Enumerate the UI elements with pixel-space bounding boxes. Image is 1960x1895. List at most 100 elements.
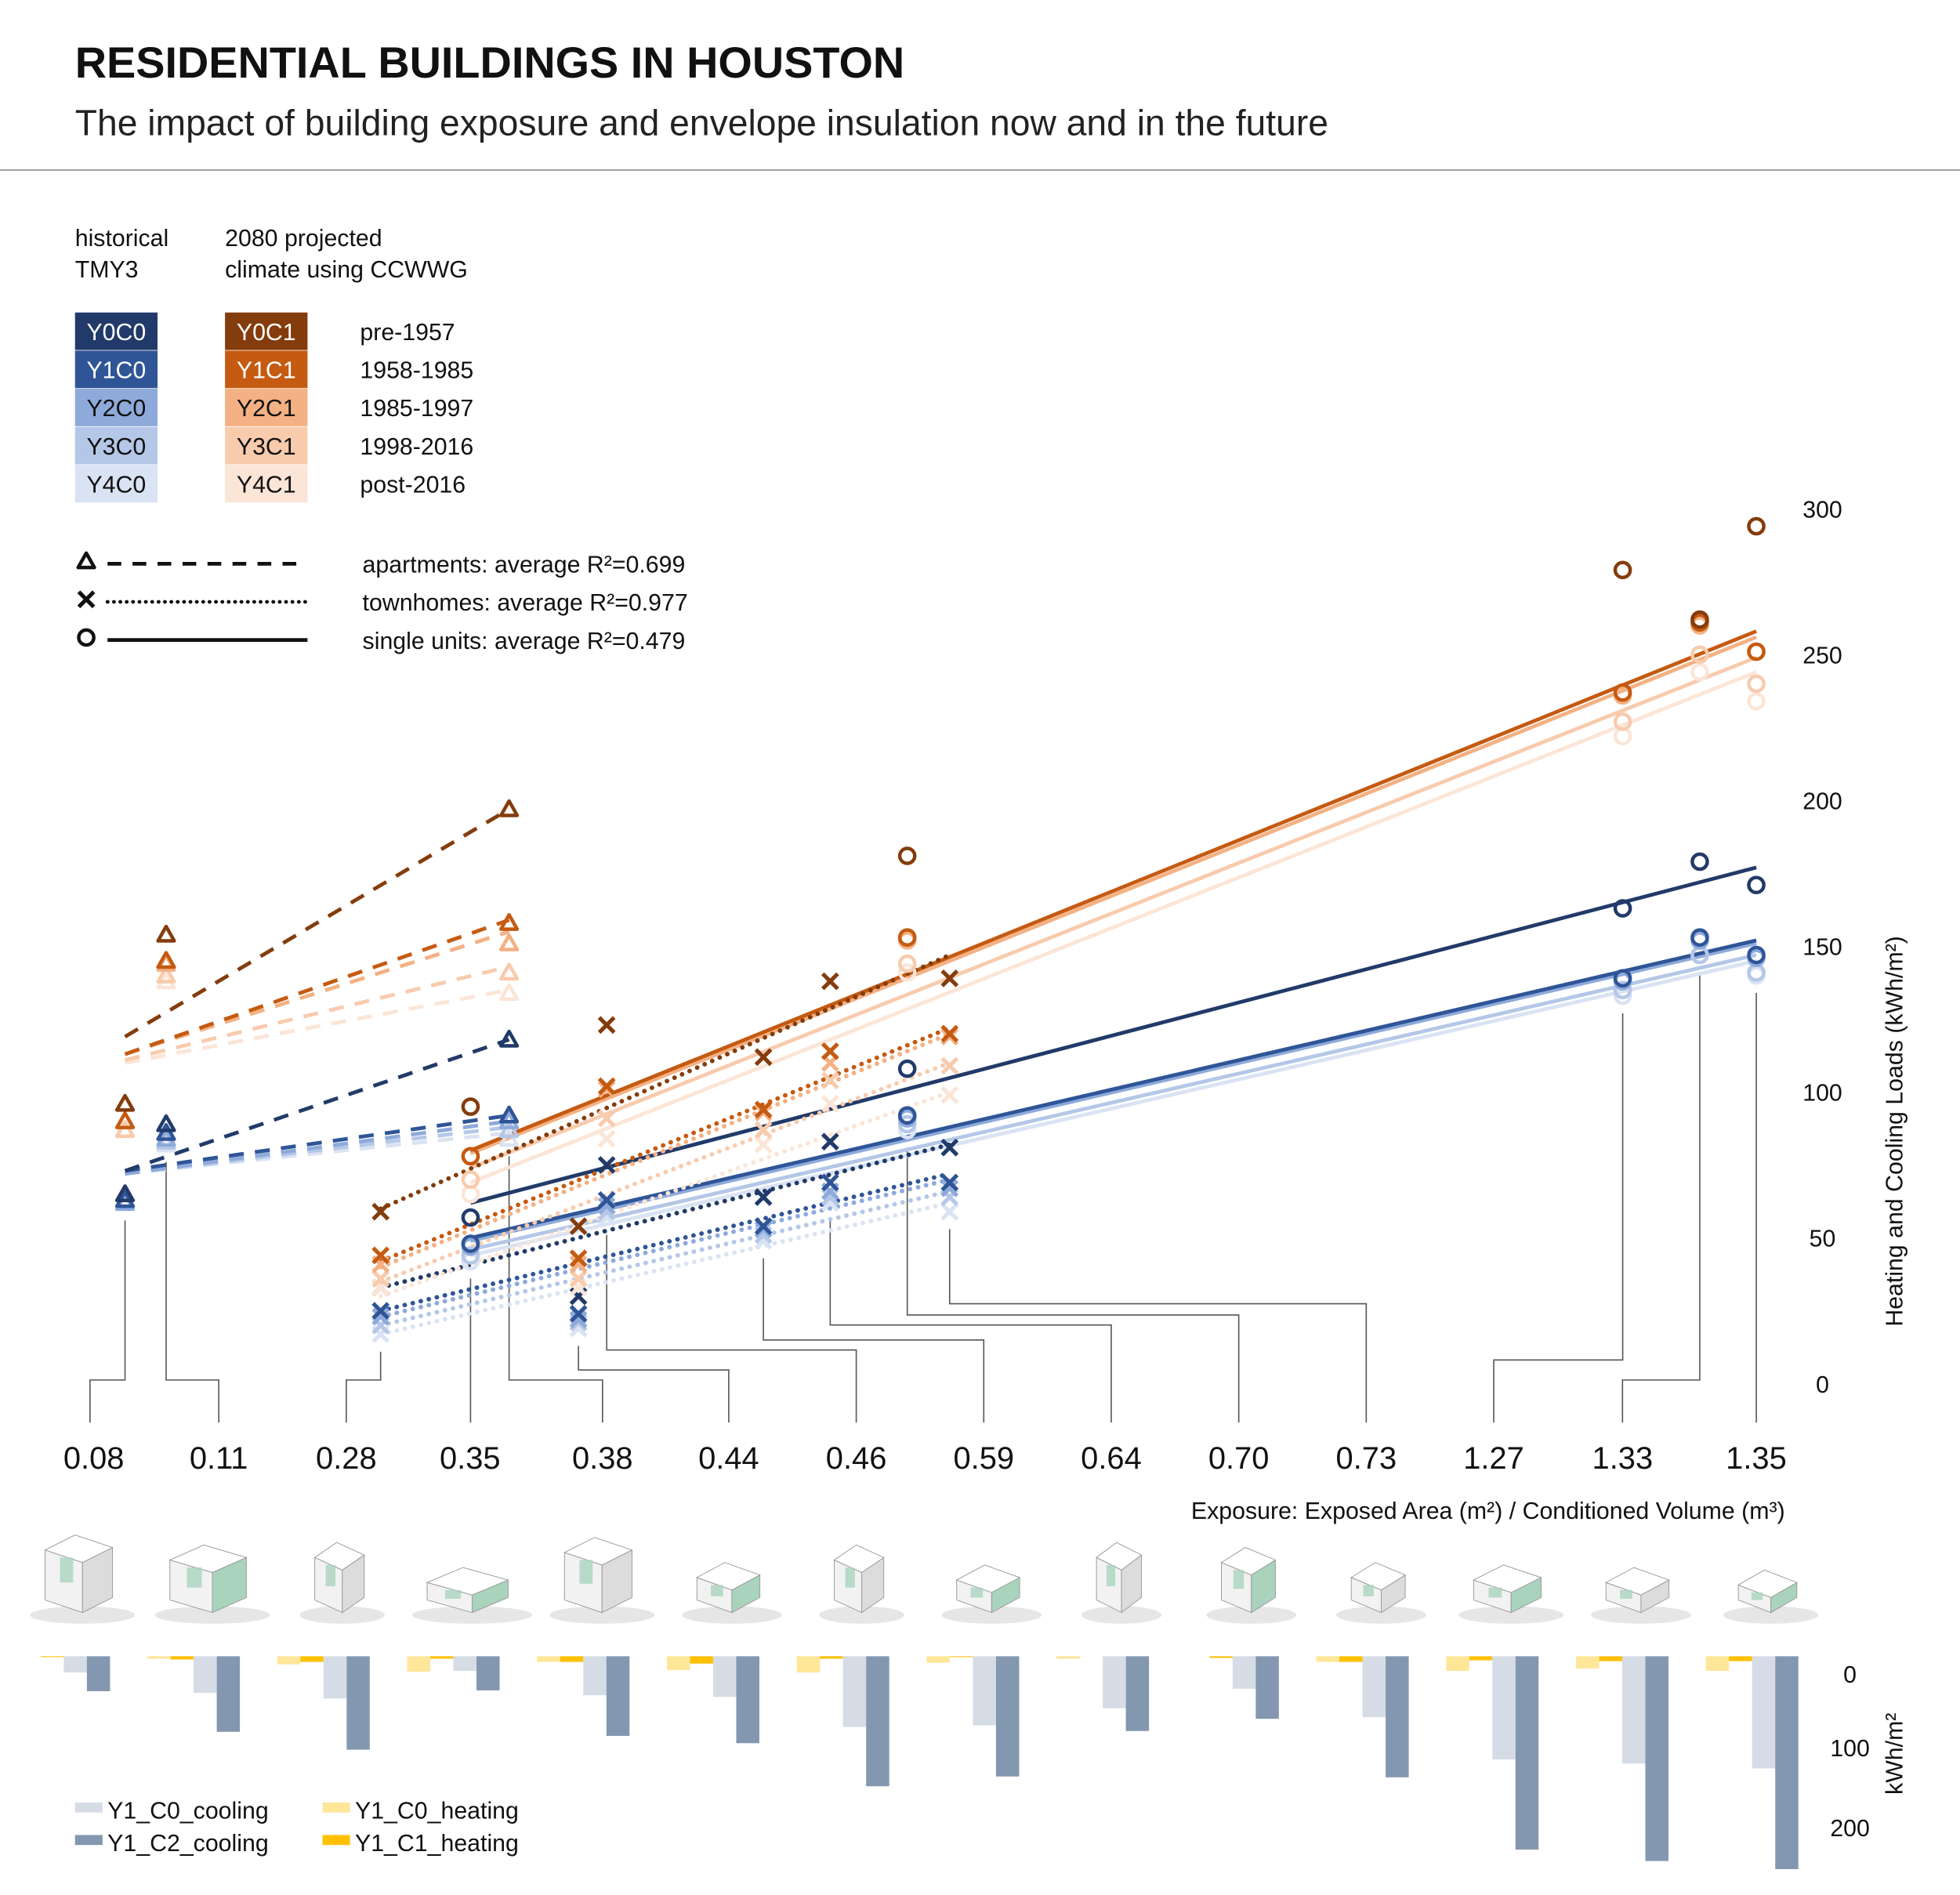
- point-townhomes-y3c1: [597, 1109, 616, 1128]
- y-axis-title: Heating and Cooling Loads (kWh/m²): [1882, 936, 1908, 1326]
- point-townhomes-y3c1: [821, 1071, 839, 1089]
- legend-swatch-label: Y2C1: [237, 396, 296, 422]
- y-tick-label: 50: [1810, 1226, 1836, 1252]
- point-singles-y4c1: [1747, 691, 1766, 711]
- point-townhomes-y1c0: [597, 1190, 616, 1209]
- point-apartments-y0c0: [156, 1114, 176, 1132]
- bar-y1-c2-cooling: [346, 1656, 370, 1750]
- point-singles-y3c0: [897, 1114, 917, 1134]
- leader-line: [578, 1346, 730, 1423]
- building-thumbnails: [30, 1534, 1819, 1624]
- x-tick-label: 1.35: [1726, 1441, 1787, 1476]
- x-tick-label: 0.11: [190, 1441, 248, 1476]
- point-townhomes-y1c1: [940, 1024, 959, 1043]
- point-singles-y1c1: [461, 1147, 480, 1166]
- x-tick-label: 0.64: [1081, 1441, 1142, 1476]
- legend-period-label: 1985-1997: [360, 396, 473, 422]
- bar-y1-c1-heating: [40, 1656, 64, 1658]
- trend-apartments-y2c0: [125, 1119, 509, 1176]
- building-accent: [1488, 1587, 1502, 1598]
- bar-legend-swatch: [322, 1802, 350, 1813]
- building-icon: [941, 1564, 1042, 1624]
- trend-singles-y2c0: [469, 941, 1757, 1243]
- point-apartments-y0c1: [498, 799, 520, 817]
- bar-y1-c1-heating: [690, 1656, 713, 1664]
- legend-swatch-label: Y0C1: [237, 320, 296, 346]
- point-apartments-y1c1: [498, 913, 520, 931]
- x-tick-label: 0.73: [1336, 1441, 1397, 1476]
- building-shadow: [30, 1606, 136, 1624]
- bar-y1-c1-heating: [560, 1656, 584, 1662]
- bar-y1-c0-heating: [796, 1656, 821, 1673]
- building-shadow: [682, 1606, 782, 1624]
- y-tick-label: 250: [1802, 643, 1842, 669]
- leader-line: [165, 1161, 219, 1423]
- building-icon: [682, 1562, 782, 1624]
- point-singles-y3c0: [1613, 980, 1632, 1000]
- point-singles-y3c1: [1747, 674, 1766, 694]
- point-townhomes-y3c0: [821, 1188, 839, 1206]
- legend-swatch-label: Y3C1: [237, 434, 296, 460]
- building-accent: [1620, 1589, 1632, 1599]
- trend-apartments-y0c1: [124, 807, 510, 1038]
- y-tick-label: 150: [1802, 935, 1842, 961]
- point-townhomes-y4c1: [940, 1085, 959, 1104]
- bar-y1-c0-cooling: [842, 1656, 867, 1727]
- legend-swatch-y3c1: [225, 426, 308, 465]
- leader-line: [1621, 972, 1701, 1423]
- point-townhomes-y4c0: [940, 1202, 959, 1221]
- building-shadow: [1336, 1606, 1426, 1624]
- bar-y1-c1-heating: [1599, 1656, 1623, 1661]
- point-singles-y0c1: [461, 1097, 480, 1116]
- bar-y1-c2-cooling: [606, 1656, 630, 1736]
- building-accent: [845, 1567, 855, 1588]
- bar-y1-c2-cooling: [1386, 1656, 1409, 1777]
- point-townhomes-y0c0: [821, 1132, 839, 1151]
- building-icon: [411, 1567, 533, 1624]
- point-townhomes-y0c1: [754, 1048, 773, 1067]
- legend-period-label: post-2016: [360, 472, 466, 498]
- y-axis: 0 50 100 150 200 250 300: [1802, 497, 1842, 1397]
- point-apartments-y3c1: [498, 962, 520, 981]
- point-singles-y0c0: [1747, 875, 1766, 895]
- page-subtitle: The impact of building exposure and enve…: [75, 102, 1328, 143]
- leader-line: [1493, 1013, 1624, 1423]
- point-singles-y1c0: [1690, 928, 1709, 948]
- trend-townhomes-y3c0: [378, 1189, 952, 1328]
- point-apartments-y3c1: [156, 966, 176, 984]
- x-axis-title: Exposure: Exposed Area (m²) / Conditione…: [1191, 1498, 1785, 1524]
- point-apartments-y1c0: [498, 1105, 520, 1124]
- bar-y1-c2-cooling: [1125, 1656, 1150, 1731]
- point-singles-y1c1: [1747, 642, 1766, 661]
- point-townhomes-y1c0: [371, 1302, 390, 1320]
- point-singles-y1c1: [897, 928, 917, 948]
- legend-swatch-y2c1: [225, 389, 308, 426]
- point-townhomes-y2c0: [754, 1220, 773, 1238]
- bar-y1-c0-heating: [1316, 1656, 1340, 1662]
- leader-line: [508, 1156, 603, 1423]
- bar-y1-c2-cooling: [1255, 1656, 1279, 1719]
- x-tick-label: 0.28: [316, 1441, 377, 1476]
- building-shadow: [299, 1606, 385, 1624]
- legend-swatch-label: Y4C1: [237, 472, 296, 498]
- bar-y1-c0-heating: [1056, 1656, 1080, 1659]
- point-singles-y1c0: [1747, 945, 1766, 965]
- bar-y1-c1-heating: [820, 1656, 843, 1659]
- leader-line: [346, 1351, 382, 1423]
- bar-y1-c0-heating: [1705, 1656, 1730, 1672]
- building-icon: [1206, 1547, 1297, 1624]
- legend: historical TMY3 2080 projected climate u…: [74, 226, 688, 654]
- point-townhomes-y4c1: [597, 1129, 616, 1148]
- building-accent: [711, 1585, 723, 1596]
- legend-swatch-y0c1: [225, 312, 308, 350]
- trend-singles-y4c1: [469, 670, 1757, 1185]
- building-icon: [1723, 1569, 1819, 1624]
- building-accent: [1106, 1564, 1116, 1587]
- trend-townhomes-y2c0: [378, 1177, 952, 1319]
- point-singles-y0c0: [461, 1208, 480, 1227]
- legend-swatch-label: Y4C0: [86, 472, 146, 498]
- point-townhomes-y1c0: [569, 1304, 588, 1323]
- legend-swatch-label: Y0C0: [86, 320, 146, 346]
- bar-y1-c1-heating: [949, 1656, 973, 1658]
- point-townhomes-y0c0: [940, 1138, 959, 1157]
